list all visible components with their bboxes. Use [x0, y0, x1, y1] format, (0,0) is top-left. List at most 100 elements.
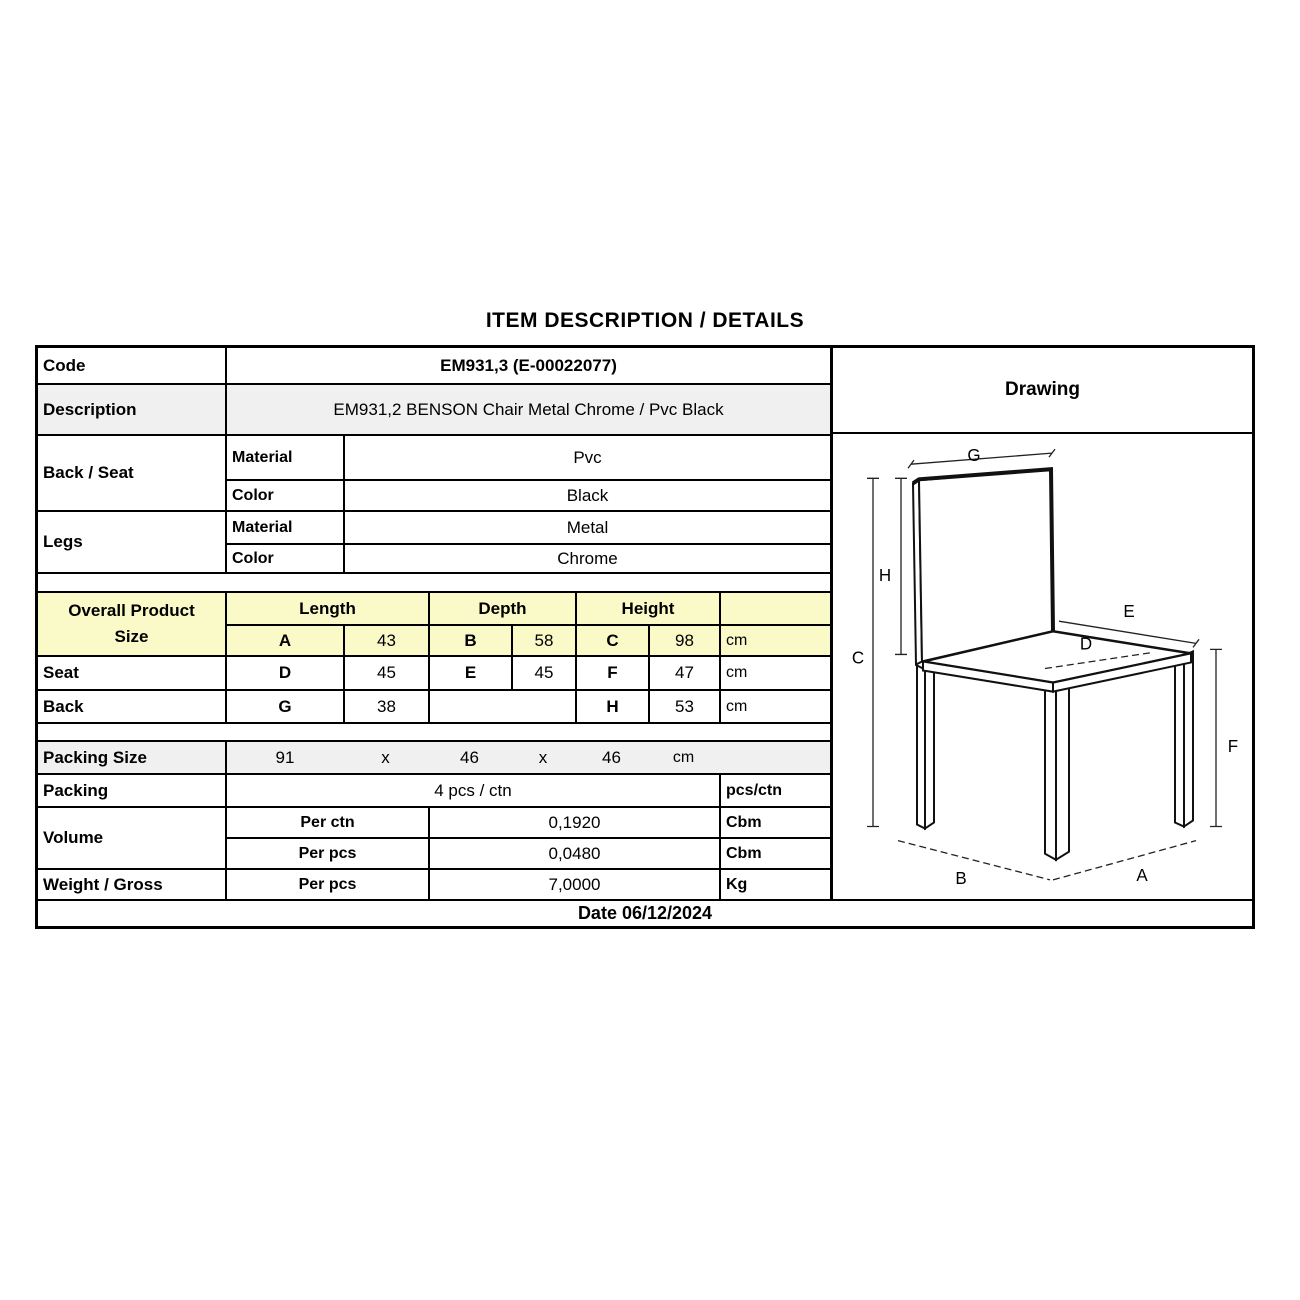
packing-row: Packing 4 pcs / ctn pcs/ctn — [38, 773, 830, 806]
back-empty-cell — [428, 691, 575, 722]
legs-label: Legs — [43, 532, 83, 551]
packing-size-v3: 46 — [602, 747, 621, 767]
volume-label: Volume — [43, 828, 104, 847]
chair-drawing-svg: G H C E D F B A — [852, 446, 1238, 888]
back-seat-group: Back / Seat Material Pvc Color Black — [38, 434, 830, 510]
weight-label: Weight / Gross — [43, 874, 163, 894]
dim-label-a: A — [1136, 866, 1148, 885]
packing-size-v1: 91 — [225, 742, 343, 773]
back-row-label: Back — [43, 696, 84, 716]
dim-line-e — [1058, 620, 1200, 648]
chair-seat-edge-right — [1052, 652, 1192, 693]
back-seat-material-label: Material — [225, 436, 343, 479]
packing-size-v2: 46 — [460, 747, 479, 767]
back-seat-color-label: Color — [225, 479, 343, 510]
packing-size-label: Packing Size — [43, 747, 147, 767]
sheet-main: Code EM931,3 (E-00022077) Description EM… — [38, 348, 1252, 899]
back-dim-h: H — [575, 691, 648, 722]
legs-color-value: Chrome — [343, 543, 830, 572]
dim-label-d: D — [1080, 634, 1092, 653]
seat-row-label: Seat — [43, 663, 79, 682]
packing-size-blank — [719, 742, 830, 773]
weight-row: Weight / Gross Per pcs 7,0000 Kg — [38, 868, 830, 899]
overall-val-a: 43 — [343, 624, 428, 655]
volume-per-ctn-label: Per ctn — [225, 808, 428, 837]
chair-drawing: G H C E D F B A — [833, 434, 1252, 899]
dim-label-c: C — [852, 648, 864, 667]
dim-line-h — [895, 477, 907, 656]
dim-line-b — [897, 839, 1051, 881]
back-seat-label: Back / Seat — [43, 463, 134, 482]
seat-dim-d: D — [225, 657, 343, 689]
seat-size-row: Seat D 45 E 45 F 47 cm — [38, 655, 830, 689]
overall-unit: cm — [719, 624, 830, 655]
seat-val-d: 45 — [343, 657, 428, 689]
chair-front-leg — [1044, 681, 1057, 862]
spacer-row — [38, 722, 830, 740]
unit-header-blank — [719, 593, 830, 624]
description-row: Description EM931,2 BENSON Chair Metal C… — [38, 383, 830, 434]
back-seat-material-value: Pvc — [343, 436, 830, 479]
packing-size-sep1: x — [381, 747, 390, 767]
date-row: Date 06/12/2024 — [38, 899, 1252, 926]
back-dim-g: G — [225, 691, 343, 722]
weight-value: 7,0000 — [428, 870, 719, 899]
packing-label: Packing — [43, 780, 109, 800]
seat-unit: cm — [719, 657, 830, 689]
length-header: Length — [225, 593, 428, 624]
weight-unit: Kg — [719, 870, 830, 899]
details-table: Code EM931,3 (E-00022077) Description EM… — [38, 348, 833, 899]
drawing-panel: Drawing — [833, 348, 1252, 899]
packing-size-sep2: x — [538, 747, 548, 767]
dim-line-c — [867, 477, 879, 828]
chair-backrest — [917, 468, 1055, 663]
chair-front-leg-side — [1055, 682, 1070, 862]
code-row: Code EM931,3 (E-00022077) — [38, 348, 830, 383]
dim-line-a — [1052, 839, 1197, 881]
packing-unit: pcs/ctn — [719, 775, 830, 806]
back-unit: cm — [719, 691, 830, 722]
dim-label-f: F — [1228, 737, 1238, 756]
overall-size-label-line1: Overall Product — [68, 600, 195, 620]
overall-dim-a: A — [225, 624, 343, 655]
overall-val-b: 58 — [511, 624, 575, 655]
volume-group: Volume Per ctn 0,1920 Cbm Per pcs 0,0480… — [38, 806, 830, 868]
chair-left-leg-side — [924, 663, 935, 831]
description-value: EM931,2 BENSON Chair Metal Chrome / Pvc … — [225, 385, 830, 434]
legs-group: Legs Material Metal Color Chrome — [38, 510, 830, 572]
packing-value: 4 pcs / ctn — [225, 775, 719, 806]
volume-per-ctn-value: 0,1920 — [428, 808, 719, 837]
seat-val-f: 47 — [648, 657, 719, 689]
volume-per-pcs-unit: Cbm — [719, 837, 830, 868]
overall-dim-b: B — [428, 624, 511, 655]
drawing-title: Drawing — [833, 348, 1252, 434]
back-size-row: Back G 38 H 53 cm — [38, 689, 830, 722]
dim-label-g: G — [967, 446, 980, 465]
dim-line-g — [907, 448, 1056, 469]
volume-per-pcs-value: 0,0480 — [428, 837, 719, 868]
spacer-row — [38, 572, 830, 591]
depth-header: Depth — [428, 593, 575, 624]
code-value: EM931,3 (E-00022077) — [225, 348, 830, 383]
chair-left-leg — [916, 663, 926, 831]
overall-size-label-line2: Size — [114, 627, 149, 646]
dim-line-f — [1210, 648, 1222, 828]
legs-color-label: Color — [225, 543, 343, 572]
dim-line-d — [1044, 651, 1154, 670]
dim-label-b: B — [955, 869, 966, 888]
chair-right-leg-side — [1183, 649, 1194, 829]
seat-dim-f: F — [575, 657, 648, 689]
description-label: Description — [43, 399, 137, 419]
dim-label-h: H — [879, 566, 891, 585]
dim-label-e: E — [1123, 602, 1134, 621]
legs-material-label: Material — [225, 512, 343, 543]
packing-size-unit: cm — [672, 748, 695, 766]
volume-per-pcs-label: Per pcs — [225, 837, 428, 868]
code-label: Code — [43, 355, 86, 375]
page-title: ITEM DESCRIPTION / DETAILS — [485, 309, 805, 332]
back-seat-color-value: Black — [343, 479, 830, 510]
weight-per-pcs-label: Per pcs — [225, 870, 428, 899]
seat-dim-e: E — [428, 657, 511, 689]
back-val-g: 38 — [343, 691, 428, 722]
